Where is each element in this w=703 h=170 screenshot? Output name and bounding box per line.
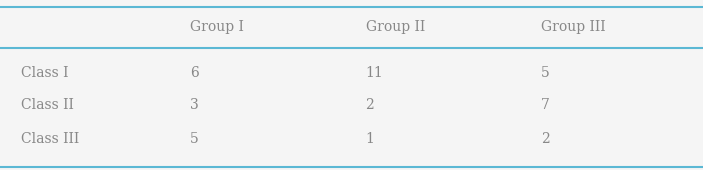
Text: Class I: Class I bbox=[21, 66, 69, 80]
Text: Group II: Group II bbox=[366, 20, 425, 34]
Text: Class II: Class II bbox=[21, 98, 74, 112]
Text: 5: 5 bbox=[541, 66, 550, 80]
Text: 3: 3 bbox=[190, 98, 198, 112]
Text: Group III: Group III bbox=[541, 20, 606, 34]
Text: 2: 2 bbox=[366, 98, 374, 112]
Text: Class III: Class III bbox=[21, 132, 79, 146]
Text: 11: 11 bbox=[366, 66, 383, 80]
Text: 7: 7 bbox=[541, 98, 550, 112]
Text: 1: 1 bbox=[366, 132, 375, 146]
Text: Group I: Group I bbox=[190, 20, 244, 34]
Text: 5: 5 bbox=[190, 132, 198, 146]
Text: 6: 6 bbox=[190, 66, 198, 80]
Text: 2: 2 bbox=[541, 132, 550, 146]
